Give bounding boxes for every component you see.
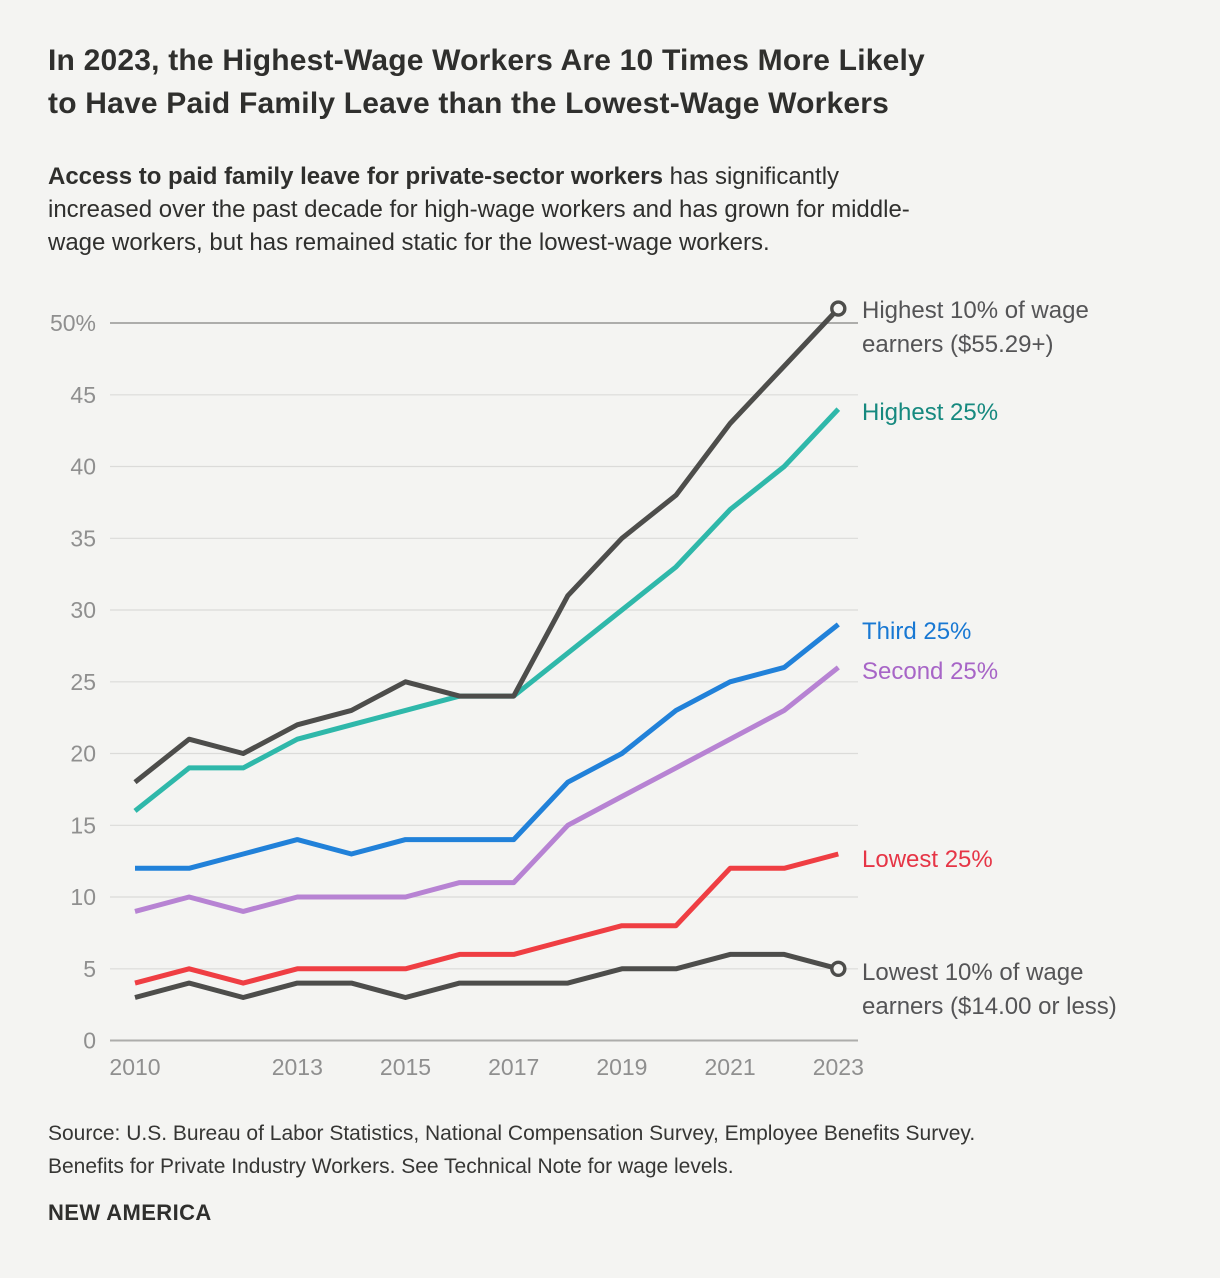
title-line-2: to Have Paid Family Leave than the Lowes… [48, 86, 890, 120]
page-title: In 2023, the Highest-Wage Workers Are 10… [48, 40, 1178, 125]
y-tick-label: 45 [70, 382, 96, 408]
x-tick-label: 2013 [272, 1054, 323, 1080]
y-tick-label: 20 [70, 741, 96, 767]
series-line-lowest-25 [134, 851, 839, 986]
end-marker-lowest-10 [830, 960, 847, 977]
x-tick-label: 2021 [705, 1054, 756, 1080]
series-label-highest-25: Highest 25% [862, 399, 999, 426]
brand-logo: NEW AMERICA [48, 1200, 212, 1225]
x-tick-label: 2023 [813, 1054, 864, 1080]
chart-area: 50% 45 40 35 30 25 20 15 10 5 0 2010 2013 2015 2017 201… [0, 280, 1220, 1090]
x-tick-label: 2015 [380, 1054, 431, 1080]
source-line-1: Source: U.S. Bureau of Labor Statistics,… [48, 1122, 976, 1145]
y-tick-label: 30 [70, 597, 96, 623]
subtitle-rest-3: wage workers, but has remained static fo… [48, 229, 770, 257]
x-tick-label: 2019 [596, 1054, 647, 1080]
y-tick-label: 15 [70, 812, 96, 838]
subtitle-bold-lead: Access to paid family leave for private-… [48, 163, 663, 190]
y-tick-label: 35 [70, 525, 96, 551]
series-line-lowest-10 [134, 951, 839, 1000]
series-label-highest-10: Highest 10% of wage earners ($55.29+) [862, 297, 1089, 358]
end-marker-highest-10 [830, 300, 847, 317]
title-line-1: In 2023, the Highest-Wage Workers Are 10… [48, 44, 925, 77]
y-tick-label: 40 [70, 454, 96, 480]
subtitle-rest-1: has significantly [662, 163, 840, 190]
series-label-lowest-25: Lowest 25% [862, 846, 993, 873]
series-label-third-25: Third 25% [862, 618, 972, 645]
y-tick-label: 10 [70, 884, 96, 910]
y-tick-label: 50% [50, 310, 96, 336]
x-tick-label: 2010 [109, 1054, 160, 1080]
y-tick-label: 0 [83, 1028, 96, 1054]
subtitle-rest-2: increased over the past decade for high-… [48, 196, 910, 224]
series-label-lowest-10: Lowest 10% of wage earners ($14.00 or les… [862, 959, 1117, 1020]
series-line-third-25 [135, 622, 840, 871]
series-label-second-25: Second 25% [862, 658, 999, 685]
source-line-2: Benefits for Private Industry Workers. S… [48, 1154, 734, 1178]
x-tick-label: 2017 [488, 1054, 539, 1080]
source-note: Source: U.S. Bureau of Labor Statistics,… [48, 1118, 1178, 1183]
chart-subtitle: Access to paid family leave for private-… [48, 160, 1178, 259]
y-tick-label: 5 [83, 956, 96, 982]
series-line-highest-10 [133, 306, 841, 785]
y-tick-label: 25 [70, 669, 96, 695]
series-line-second-25 [134, 665, 840, 914]
